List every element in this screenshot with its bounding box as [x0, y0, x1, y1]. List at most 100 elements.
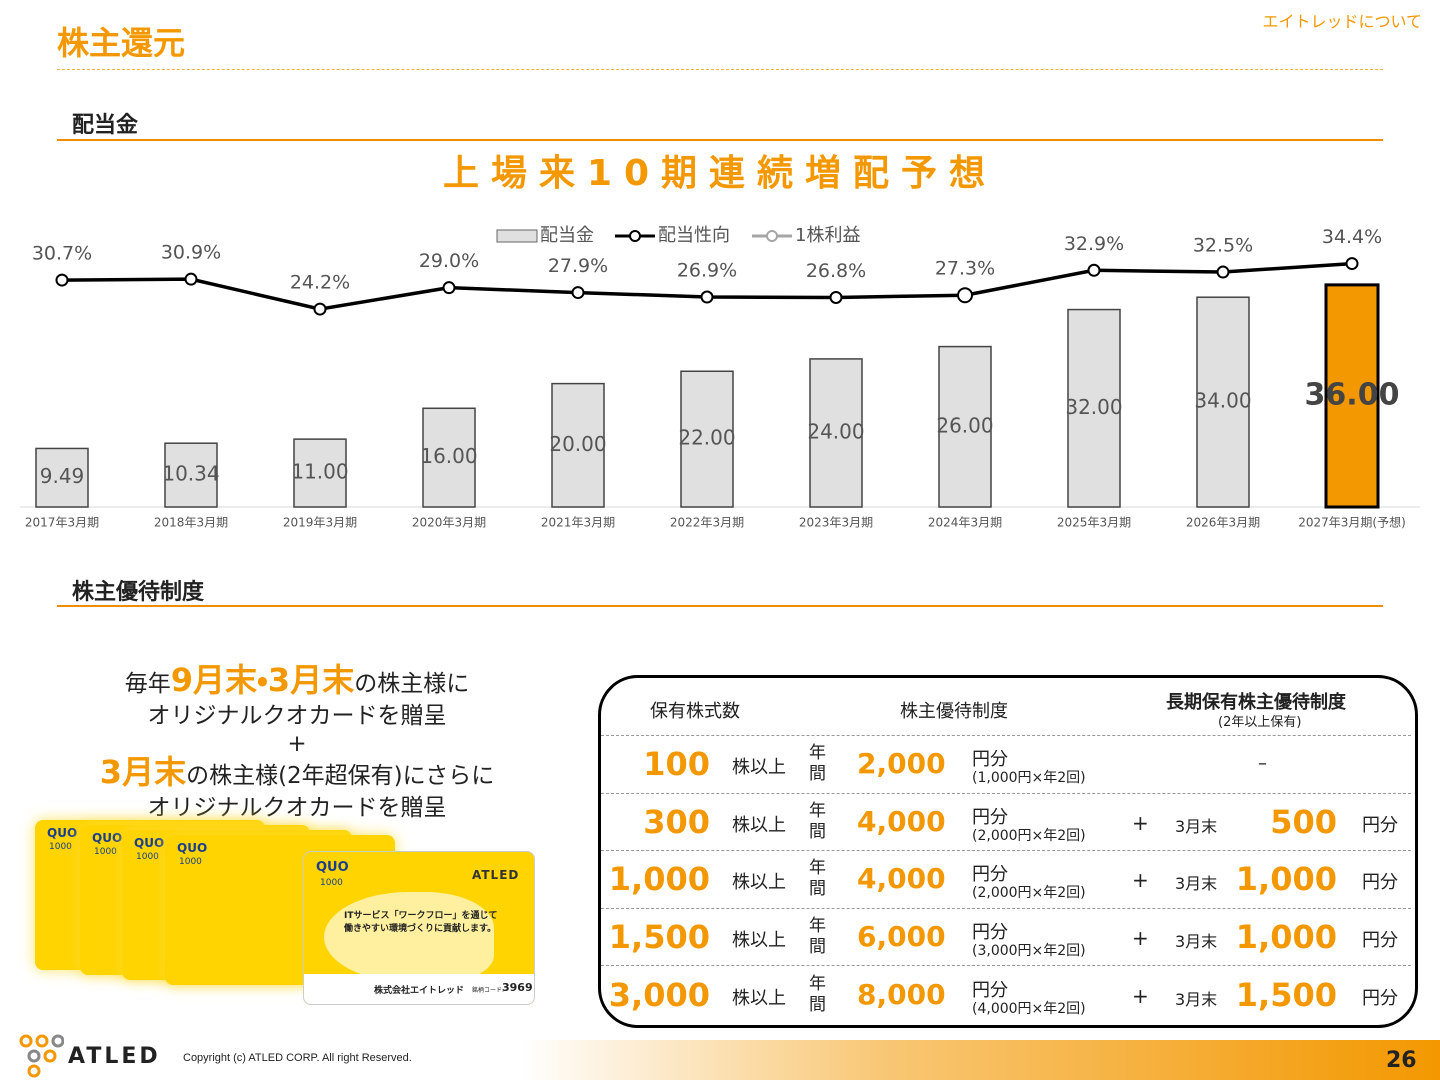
card-brand: QUO — [92, 831, 123, 845]
card-amount: 1000 — [94, 847, 117, 857]
bar-value-label: 24.00 — [807, 419, 864, 443]
promo-text: オリジナルクオカードを贈呈 — [147, 795, 447, 821]
row-divider — [601, 793, 1411, 794]
card-code: 3969 — [502, 981, 533, 994]
long-term-amount: 1,000 — [1235, 860, 1337, 899]
long-term-unit: 円分 — [1362, 872, 1398, 894]
long-term-timing: 3月末 — [1175, 816, 1218, 836]
line-point — [55, 273, 69, 287]
table-subheader: (2年以上保有) — [1218, 715, 1302, 730]
bar — [1196, 296, 1250, 508]
card-logo: ATLED — [472, 868, 520, 882]
legend-swatch — [766, 230, 778, 242]
promo-text: オリジナルクオカードを贈呈 — [147, 703, 447, 729]
line-value-label: 26.8% — [806, 260, 866, 282]
breakdown: (4,000円×年2回) — [972, 1000, 1086, 1017]
line-point — [700, 290, 714, 304]
bar-value-label: 20.00 — [549, 432, 606, 456]
line-point — [1216, 265, 1230, 279]
bar-value-label: 10.34 — [162, 462, 219, 486]
breakdown: (1,000円×年2回) — [972, 770, 1086, 786]
card-brand: QUO — [316, 860, 349, 875]
amount: 6,000 — [857, 920, 946, 954]
plus: + — [1132, 810, 1149, 835]
long-term-timing: 3月末 — [1175, 989, 1218, 1009]
page-number: 26 — [1386, 1048, 1417, 1073]
bar-value-label: 11.00 — [291, 460, 348, 484]
period: 年間 — [809, 858, 826, 900]
card-company: 株式会社エイトレッド — [374, 986, 465, 996]
card-shape — [324, 892, 494, 982]
amount: 8,000 — [857, 977, 946, 1011]
x-tick-label: 2024年3月期 — [928, 516, 1002, 530]
promo-text: の株主様に — [354, 671, 470, 697]
table-header: 保有株式数 — [650, 701, 740, 722]
line-value-label: 27.9% — [548, 255, 608, 277]
x-tick-label: 2022年3月期 — [670, 516, 744, 530]
bar — [35, 447, 89, 508]
long-term-amount: 1,000 — [1235, 918, 1337, 957]
x-tick-label: 2025年3月期 — [1057, 516, 1131, 530]
shares-unit: 株以上 — [732, 930, 786, 952]
shares: 1,000 — [608, 860, 710, 899]
card-amount: 1000 — [320, 878, 343, 888]
logo-text: ATLED — [68, 1044, 161, 1069]
long-term-amount: 500 — [1270, 802, 1337, 841]
amount-unit: 円分 — [972, 806, 1008, 828]
row-divider — [601, 908, 1411, 909]
amount-unit: 円分 — [972, 749, 1008, 770]
breakdown: (2,000円×年2回) — [972, 827, 1086, 844]
shares-unit: 株以上 — [732, 872, 786, 894]
line-value-label: 30.7% — [32, 243, 92, 265]
long-term-amount: 1,500 — [1235, 975, 1337, 1014]
quo-card-stack: QUO 1000 QUO 1000 QUO 1000 QUO 1000 QUO 1000 ATLED… — [30, 815, 550, 1015]
legend-label: 配当金 — [540, 225, 594, 246]
bar — [1324, 283, 1380, 509]
bar — [293, 438, 347, 508]
promo-line: オリジナルクオカードを贈呈 — [40, 698, 554, 734]
section-divider — [57, 139, 1383, 141]
plus: + — [1132, 868, 1149, 893]
card-amount: 1000 — [136, 852, 159, 862]
bar — [809, 358, 863, 508]
amount: 2,000 — [857, 747, 946, 780]
x-tick-label: 2026年3月期 — [1186, 516, 1260, 530]
card-message: 働きやすい環境づくりに貢献します。 — [344, 924, 497, 934]
bar — [938, 345, 992, 508]
bar — [164, 442, 218, 508]
promo-highlight: 9月末・3月末 — [170, 661, 355, 699]
promo-line: 毎年9月末・3月末の株主様に — [40, 662, 554, 702]
copyright: Copyright (c) ATLED CORP. All right Rese… — [183, 1052, 412, 1064]
benefit-table — [598, 675, 1418, 1028]
card-footer — [304, 974, 534, 1004]
card-brand: QUO — [47, 826, 78, 840]
long-term-unit: 円分 — [1362, 814, 1398, 836]
breakdown: (2,000円×年2回) — [972, 885, 1086, 902]
amount-unit: 円分 — [972, 922, 1008, 944]
long-term-unit: 円分 — [1362, 987, 1398, 1009]
line-point — [829, 290, 843, 304]
nav-label[interactable]: エイトレッドについて — [1262, 12, 1422, 31]
chart-title: 上場来10期連続増配予想 — [443, 153, 997, 194]
x-tick-label: 2023年3月期 — [799, 516, 873, 530]
line-value-label: 32.9% — [1064, 233, 1124, 255]
bar — [680, 370, 734, 508]
bar — [422, 407, 476, 508]
legend-label: 1株利益 — [795, 225, 860, 246]
line-value-label: 27.3% — [935, 258, 995, 280]
bar-value-label: 22.00 — [678, 426, 735, 450]
amount-unit: 円分 — [972, 864, 1008, 886]
promo-line: 3月末の株主様(2年超保有)にさらに — [40, 754, 554, 794]
card-brand: QUO — [134, 836, 165, 850]
line-value-label: 29.0% — [419, 250, 479, 272]
bar-value-label: 36.00 — [1305, 377, 1400, 412]
long-term-timing: 3月末 — [1175, 874, 1218, 894]
bar-value-label: 16.00 — [420, 444, 477, 468]
line-value-label: 34.4% — [1322, 226, 1382, 248]
bar-value-label: 32.00 — [1065, 395, 1122, 419]
page-title: 株主還元 — [57, 24, 186, 62]
long-term-amount: – — [1258, 753, 1267, 774]
promo-text: + — [287, 731, 307, 757]
